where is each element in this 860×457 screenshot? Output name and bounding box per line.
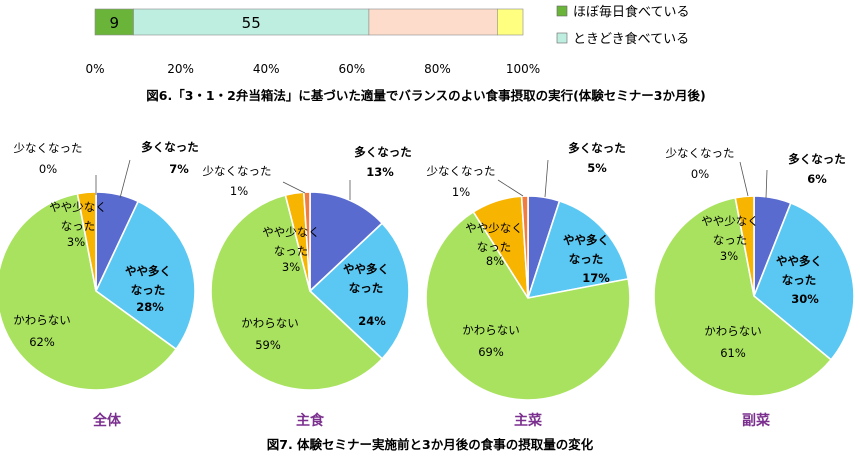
pie-slice xyxy=(309,191,384,293)
pie-caption: 主菜 xyxy=(514,412,543,429)
pie-slice xyxy=(753,201,855,361)
figure7-pie-charts: 多くなった 7% やや多くなった 28% かわらない 62% やや少なくなった 3% 少なくなっ… xyxy=(0,140,855,429)
slice-label: 多くなった xyxy=(141,140,199,154)
legend-label: ほぼ毎日食べている xyxy=(573,4,689,20)
x-tick-label: 40% xyxy=(253,62,280,76)
figure6-title: 図6.「3・1・2弁当箱法」に基づいた適量でバランスのよい食事摂取の実行(体験セ… xyxy=(146,88,705,103)
pie-caption: 主食 xyxy=(296,412,325,429)
slice-label: やや少なくなった xyxy=(465,221,523,254)
leader-line xyxy=(497,179,524,197)
x-tick-label: 60% xyxy=(338,62,365,76)
slice-label: 少なくなった xyxy=(14,141,83,155)
slice-label: かわらない xyxy=(704,324,762,338)
slice-label: かわらない xyxy=(13,313,71,327)
pie-slice xyxy=(520,195,529,299)
x-tick-label: 0% xyxy=(85,62,104,76)
pie-caption: 全体 xyxy=(92,412,122,429)
legend-swatch xyxy=(556,5,568,17)
leader-line xyxy=(765,169,768,199)
x-axis-ticks: 0% 20% 40% 60% 80% 100% xyxy=(85,62,540,76)
leader-line xyxy=(544,159,549,198)
slice-percent: 13% xyxy=(366,165,394,179)
bar-value-label: 9 xyxy=(109,14,119,32)
leader-line xyxy=(282,181,306,194)
slice-percent: 62% xyxy=(29,335,55,349)
slice-percent: 28% xyxy=(136,300,164,314)
pie-slice xyxy=(425,210,631,401)
slice-label: やや少なくなった xyxy=(262,225,320,258)
pie-slice xyxy=(734,195,755,297)
slice-percent: 1% xyxy=(452,185,470,199)
slice-label: 少なくなった xyxy=(203,164,272,178)
slice-percent: 0% xyxy=(39,162,57,176)
legend-swatch xyxy=(556,32,568,44)
slice-label: 少なくなった xyxy=(427,164,496,178)
slice-label: やや多くなった xyxy=(125,264,171,297)
slice-label: かわらない xyxy=(462,323,520,337)
slice-label: かわらない xyxy=(241,316,299,330)
pie-slice xyxy=(94,200,196,351)
slice-percent: 8% xyxy=(486,254,504,268)
leader-line xyxy=(119,159,131,199)
pie-slice xyxy=(526,199,630,300)
pie-caption: 副菜 xyxy=(742,412,771,429)
slice-label: 多くなった xyxy=(788,152,846,166)
bar-segment xyxy=(497,8,524,36)
figure6-stacked-bar: 9 55 0% 20% 40% 60% 80% 100% ほぼ毎日食べているときどき食べてい… xyxy=(85,4,705,103)
pie-chart-2: 多くなった 13% やや多くなった 24% かわらない 59% やや少なくなった 3% 少なくな… xyxy=(203,145,412,429)
stacked-bar-value-labels: 9 55 xyxy=(109,14,260,32)
slice-percent: 0% xyxy=(691,167,709,181)
slice-percent: 30% xyxy=(791,292,819,306)
pie-slice xyxy=(653,196,833,397)
slice-percent: 6% xyxy=(807,172,827,186)
x-tick-label: 20% xyxy=(167,62,194,76)
leader-line xyxy=(739,161,749,197)
slice-label: やや多くなった xyxy=(776,254,822,287)
pie-chart-1: 多くなった 7% やや多くなった 28% かわらない 62% やや少なくなった 3% 少なくなっ… xyxy=(0,140,199,429)
slice-percent: 69% xyxy=(478,345,504,359)
legend-label: ときどき食べている xyxy=(573,31,689,47)
slice-percent: 3% xyxy=(720,249,738,263)
slice-label: やや多くなった xyxy=(343,262,389,295)
figure7-title: 図7. 体験セミナー実施前と3か月後の食事の摂取量の変化 xyxy=(267,437,594,452)
pie-slice xyxy=(210,194,384,391)
slice-percent: 24% xyxy=(358,314,386,328)
slice-percent: 61% xyxy=(720,346,746,360)
slice-percent: 3% xyxy=(67,235,85,249)
bar-segment xyxy=(368,8,498,36)
slice-percent: 3% xyxy=(282,260,300,274)
x-tick-label: 100% xyxy=(506,62,540,76)
slice-percent: 5% xyxy=(587,161,607,175)
slice-label: 多くなった xyxy=(568,141,626,155)
pie-chart-4: 多くなった 6% やや多くなった 30% かわらない 61% やや少なくなった 3% 少なくなっ… xyxy=(653,146,855,429)
pie-slice xyxy=(0,192,178,391)
slice-label: やや少なくなった xyxy=(49,200,107,233)
bar-segment xyxy=(94,8,134,36)
slice-percent: 17% xyxy=(582,271,610,285)
bar-segment xyxy=(133,8,370,36)
bar-value-label: 55 xyxy=(242,14,261,32)
x-tick-label: 80% xyxy=(424,62,451,76)
slice-percent: 59% xyxy=(255,338,281,352)
slice-label: やや多くなった xyxy=(563,233,609,266)
pie-slice xyxy=(308,222,410,360)
slice-label: 多くなった xyxy=(354,145,412,159)
slice-label: やや少なくなった xyxy=(701,214,759,247)
slice-label: 少なくなった xyxy=(666,146,735,160)
slice-percent: 7% xyxy=(169,162,189,176)
slice-percent: 1% xyxy=(230,184,248,198)
stacked-bar-segments xyxy=(94,8,524,36)
